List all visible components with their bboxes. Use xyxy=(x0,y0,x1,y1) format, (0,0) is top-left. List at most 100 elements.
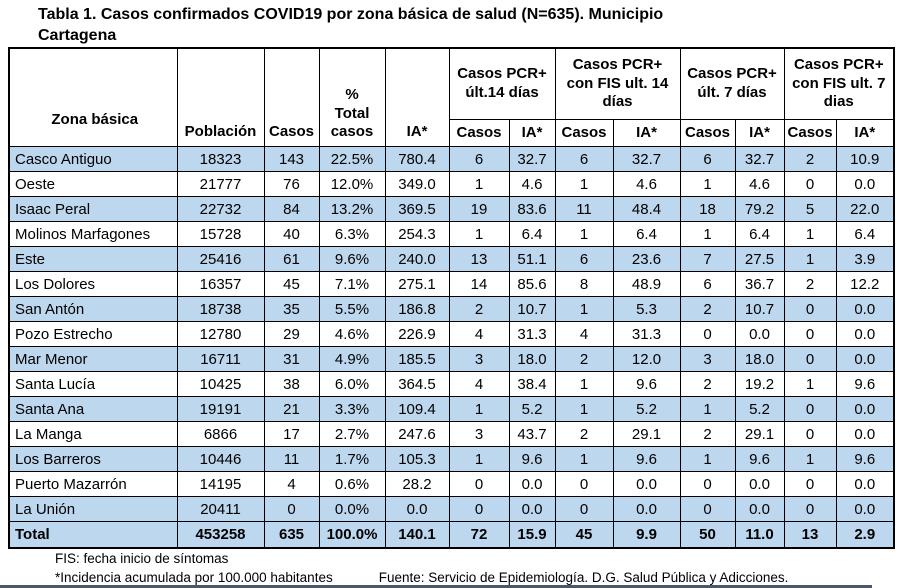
cell-value: 23.6 xyxy=(612,246,681,272)
cell-zona-basica: Casco Antiguo xyxy=(8,146,178,172)
cell-value: 3 xyxy=(679,346,736,372)
cell-value: 27.5 xyxy=(734,246,785,272)
table-row: Santa Ana 19191 21 3.3% 109.4 1 5.2 1 5.2 1 5.2 0 0.… xyxy=(8,396,895,422)
cell-value: 10425 xyxy=(176,371,265,397)
cell-value: 36.7 xyxy=(734,271,785,297)
cell-value: 14195 xyxy=(176,471,265,497)
cell-value: 0.0 xyxy=(835,471,895,497)
cell-value: 13.2% xyxy=(318,196,386,222)
cell-value: 9.6 xyxy=(835,446,895,472)
cell-value: 6 xyxy=(679,146,736,172)
cell-value: 6866 xyxy=(176,421,265,447)
cell-value: 9.9 xyxy=(612,521,681,549)
cell-value: 9.6% xyxy=(318,246,386,272)
cell-value: 9.6 xyxy=(612,446,681,472)
cell-value: 0 xyxy=(679,496,736,522)
cell-value: 1 xyxy=(783,246,837,272)
cell-value: 32.7 xyxy=(508,146,556,172)
col-header-pct-total-casos: % Total casos xyxy=(318,47,386,147)
cell-value: 22.0 xyxy=(835,196,895,222)
cell-value: 0 xyxy=(783,346,837,372)
cell-value: 4.9% xyxy=(318,346,386,372)
cell-value: 2 xyxy=(783,146,837,172)
cell-value: 20411 xyxy=(176,496,265,522)
sub-header-casos-1: Casos xyxy=(448,119,510,147)
cell-value: 0.0% xyxy=(318,496,386,522)
cell-value: 0.0 xyxy=(734,471,785,497)
table-row: Oeste 21777 76 12.0% 349.0 1 4.6 1 4.6 1 4.6 0 0.0 xyxy=(8,171,895,197)
cell-value: 11 xyxy=(554,196,614,222)
cell-value: 76 xyxy=(263,171,320,197)
cell-value: 16357 xyxy=(176,271,265,297)
cell-value: 1 xyxy=(554,396,614,422)
cell-value: 3.9 xyxy=(835,246,895,272)
cell-value: 1 xyxy=(783,221,837,247)
cell-zona-basica: La Unión xyxy=(8,496,178,522)
cell-value: 3 xyxy=(448,421,510,447)
cell-value: 240.0 xyxy=(384,246,450,272)
cell-value: 0.0 xyxy=(835,171,895,197)
cell-value: 18323 xyxy=(176,146,265,172)
cell-value: 0 xyxy=(783,296,837,322)
cell-value: 226.9 xyxy=(384,321,450,347)
cell-value: 0 xyxy=(783,471,837,497)
sub-header-casos-3: Casos xyxy=(679,119,736,147)
cell-value: 5.3 xyxy=(612,296,681,322)
cell-value: 0.0 xyxy=(835,321,895,347)
cell-value: 109.4 xyxy=(384,396,450,422)
cell-value: 0 xyxy=(783,321,837,347)
table-row: Puerto Mazarrón 14195 4 0.6% 28.2 0 0.0 0 0.0 0 0.… xyxy=(8,471,895,497)
sub-header-ia-3: IA* xyxy=(734,119,785,147)
cell-value: 0.0 xyxy=(734,321,785,347)
cell-value: 5.5% xyxy=(318,296,386,322)
header-group-row: Zona básica Población Casos % Total caso… xyxy=(8,47,895,147)
cell-value: 85.6 xyxy=(508,271,556,297)
cell-value: 83.6 xyxy=(508,196,556,222)
group-header-pcr-14-dias: Casos PCR+ últ.14 días xyxy=(448,47,556,120)
footnote-fuente: Fuente: Servicio de Epidemiología. D.G. … xyxy=(378,570,789,585)
table-row: Mar Menor 16711 31 4.9% 185.5 3 18.0 2 12.0 3 18.0… xyxy=(8,346,895,372)
cell-value: 8 xyxy=(554,271,614,297)
table-title-line2: Cartagena xyxy=(38,26,117,44)
table-row: La Manga 6866 17 2.7% 247.6 3 43.7 2 29.1 2 29.1 0 0… xyxy=(8,421,895,447)
cell-value: 364.5 xyxy=(384,371,450,397)
group-header-pcr-fis-7-dias: Casos PCR+ con FIS ult. 7 dias xyxy=(783,47,895,120)
cell-zona-basica: La Manga xyxy=(8,421,178,447)
cell-value: 29.1 xyxy=(612,421,681,447)
cell-value: 780.4 xyxy=(384,146,450,172)
cell-value: 0 xyxy=(554,471,614,497)
cell-value: 7.1% xyxy=(318,271,386,297)
cell-value: 6.4 xyxy=(835,221,895,247)
cell-value: 38 xyxy=(263,371,320,397)
table-body: Casco Antiguo 18323 143 22.5% 780.4 6 32.7 6 32.… xyxy=(8,146,895,549)
cell-value: 369.5 xyxy=(384,196,450,222)
cell-value: 1 xyxy=(554,221,614,247)
cell-value: 48.4 xyxy=(612,196,681,222)
cell-value: 4.6% xyxy=(318,321,386,347)
cell-value: 29 xyxy=(263,321,320,347)
cell-value: 6 xyxy=(448,146,510,172)
cell-value: 105.3 xyxy=(384,446,450,472)
cell-value: 2 xyxy=(554,421,614,447)
cell-value: 3.3% xyxy=(318,396,386,422)
footnote-incidencia: *Incidencia acumulada por 100.000 habita… xyxy=(55,570,333,585)
cell-value: 32.7 xyxy=(612,146,681,172)
cell-value: 19 xyxy=(448,196,510,222)
cell-value: 0 xyxy=(679,471,736,497)
cell-zona-basica: Isaac Peral xyxy=(8,196,178,222)
cell-value: 5.2 xyxy=(612,396,681,422)
cell-value: 14 xyxy=(448,271,510,297)
footnote-fis: FIS: fecha inicio de síntomas xyxy=(55,551,229,566)
cell-value: 48.9 xyxy=(612,271,681,297)
footnote-line-2: *Incidencia acumulada por 100.000 habita… xyxy=(55,570,788,585)
cell-value: 35 xyxy=(263,296,320,322)
cell-value: 1 xyxy=(679,446,736,472)
cell-value: 1 xyxy=(448,446,510,472)
cell-value: 18.0 xyxy=(734,346,785,372)
table-row: Santa Lucía 10425 38 6.0% 364.5 4 38.4 1 9.6 2 19.… xyxy=(8,371,895,397)
sub-header-ia-2: IA* xyxy=(612,119,681,147)
cell-value: 43.7 xyxy=(508,421,556,447)
cell-value: 185.5 xyxy=(384,346,450,372)
table-title: Tabla 1. Casos confirmados COVID19 por z… xyxy=(38,5,663,47)
